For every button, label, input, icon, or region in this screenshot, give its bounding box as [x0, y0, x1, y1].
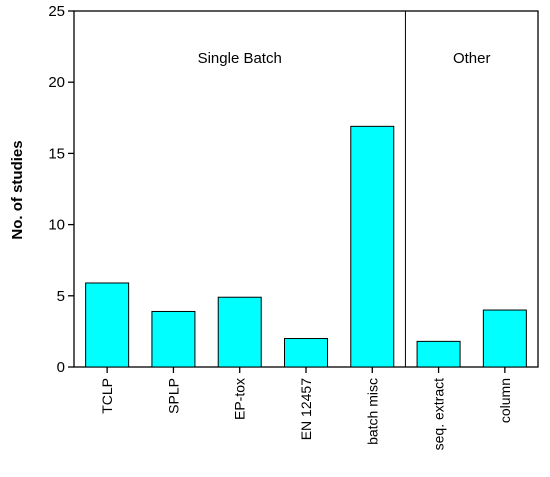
y-tick-label: 10 [48, 217, 65, 234]
x-tick-label: TCLP [99, 378, 115, 414]
bar-tclp [85, 282, 130, 368]
bar-splp [151, 310, 196, 368]
group-annotations: Single Batch Other [198, 11, 491, 367]
x-tick-label: EN 12457 [298, 378, 314, 440]
y-tick-label: 0 [57, 359, 65, 376]
y-tick-label: 25 [48, 3, 65, 20]
x-tick-label: seq. extract [431, 378, 447, 450]
y-axis: 0 5 10 15 20 25 [48, 3, 74, 376]
bars [85, 125, 527, 368]
y-tick-label: 15 [48, 145, 65, 162]
x-tick-label: EP-tox [232, 378, 248, 420]
bar-ep-tox [217, 296, 262, 368]
x-tick-label: batch misc [364, 378, 380, 445]
bar-en-12457 [284, 338, 328, 368]
bar-seq-extract [416, 340, 461, 368]
group-label: Single Batch [198, 50, 282, 67]
x-tick-label: SPLP [165, 378, 181, 414]
y-tick-label: 20 [48, 74, 65, 91]
bar-column [482, 309, 527, 368]
bar-batch-misc [350, 125, 395, 368]
x-tick-label: column [497, 378, 513, 423]
y-tick-label: 5 [57, 288, 65, 305]
y-axis-title: No. of studies [9, 140, 26, 239]
x-axis: TCLP SPLP EP-tox EN 12457 batch misc seq. ext… [99, 367, 513, 450]
group-label: Other [453, 50, 491, 67]
